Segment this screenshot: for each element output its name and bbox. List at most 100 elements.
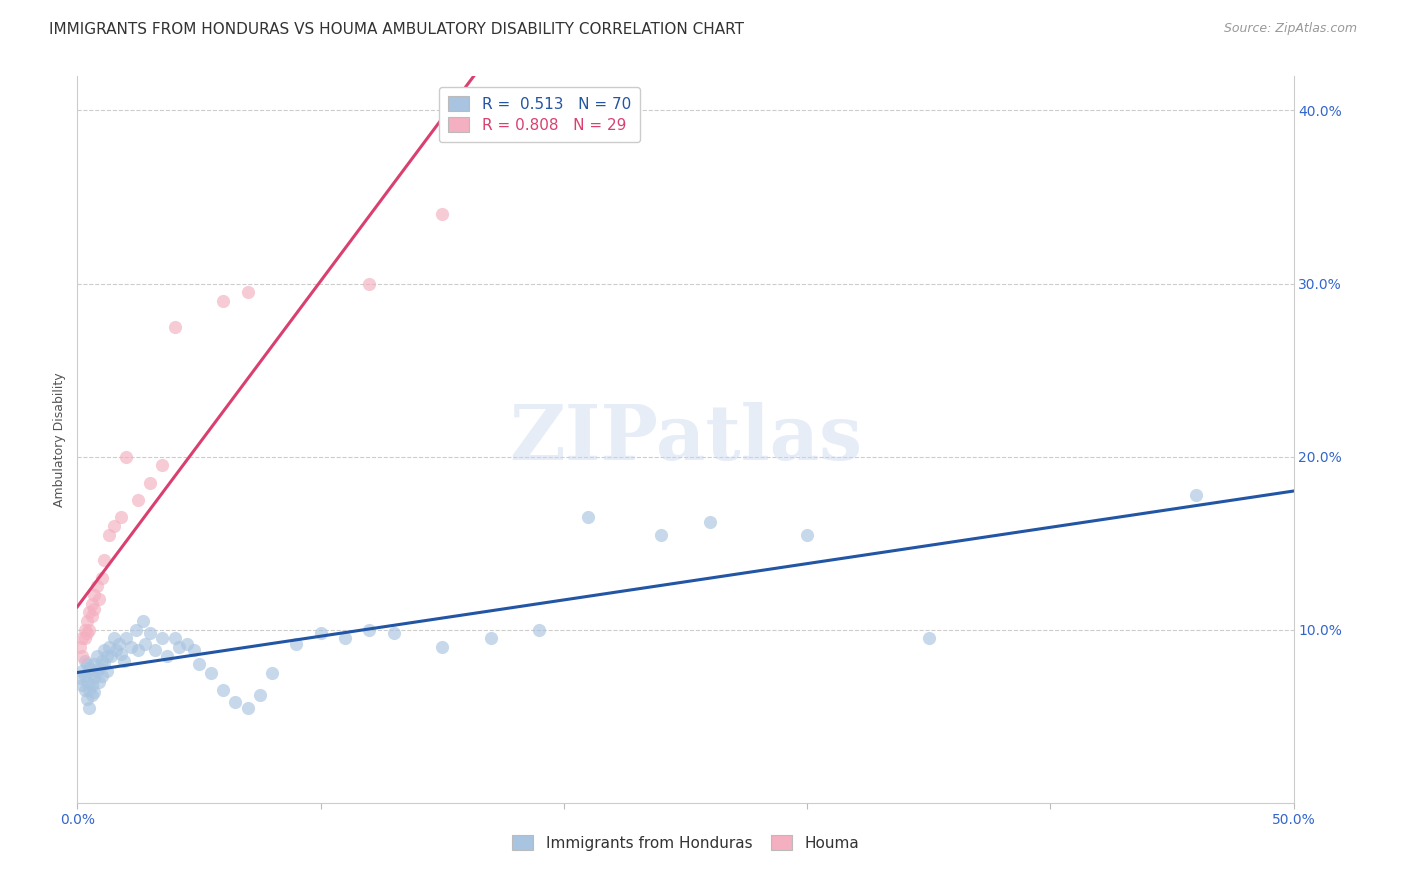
Point <box>90 571 112 585</box>
Text: IMMIGRANTS FROM HONDURAS VS HOUMA AMBULATORY DISABILITY CORRELATION CHART: IMMIGRANTS FROM HONDURAS VS HOUMA AMBULA… <box>49 22 744 37</box>
Point <box>212 293 235 308</box>
Point <box>79 700 101 714</box>
Point <box>249 689 271 703</box>
Legend: Immigrants from Honduras, Houma: Immigrants from Honduras, Houma <box>506 830 865 857</box>
Point <box>80 689 103 703</box>
Point <box>89 591 111 606</box>
Point <box>285 636 308 650</box>
Point <box>260 665 283 680</box>
Y-axis label: Ambulatory Disability: Ambulatory Disability <box>53 372 66 507</box>
Point <box>359 623 381 637</box>
Point <box>183 643 205 657</box>
Point <box>152 458 174 473</box>
Point <box>115 632 138 646</box>
Point <box>110 647 132 661</box>
Point <box>86 648 108 663</box>
Point <box>152 632 174 646</box>
Point <box>90 669 112 683</box>
Point <box>169 640 191 654</box>
Point <box>76 626 98 640</box>
Point <box>69 640 91 654</box>
Point <box>112 654 135 668</box>
Point <box>80 597 103 611</box>
Point <box>156 648 179 663</box>
Point <box>430 640 453 654</box>
Point <box>76 674 98 689</box>
Point <box>80 678 103 692</box>
Point <box>529 623 551 637</box>
Point <box>125 623 148 637</box>
Point <box>73 683 96 698</box>
Point <box>76 614 98 628</box>
Point <box>80 608 103 623</box>
Point <box>176 636 198 650</box>
Point <box>83 657 105 672</box>
Point <box>93 643 115 657</box>
Point <box>430 207 453 221</box>
Point <box>212 683 235 698</box>
Point <box>309 626 332 640</box>
Point <box>83 602 105 616</box>
Point <box>699 516 721 530</box>
Point <box>79 661 101 675</box>
Point <box>163 319 186 334</box>
Point <box>73 669 96 683</box>
Text: Source: ZipAtlas.com: Source: ZipAtlas.com <box>1223 22 1357 36</box>
Point <box>70 678 93 692</box>
Point <box>83 588 105 602</box>
Point <box>139 475 162 490</box>
Point <box>382 626 405 640</box>
Point <box>93 553 115 567</box>
Point <box>73 632 96 646</box>
Point <box>100 648 122 663</box>
Point <box>90 654 112 668</box>
Point <box>163 632 186 646</box>
Point <box>188 657 211 672</box>
Point <box>70 632 93 646</box>
Point <box>127 492 149 507</box>
Point <box>73 654 96 668</box>
Point <box>76 657 98 672</box>
Point <box>70 665 93 679</box>
Point <box>115 450 138 464</box>
Point <box>236 285 259 300</box>
Point <box>86 665 108 679</box>
Point <box>107 636 129 650</box>
Point <box>103 519 125 533</box>
Point <box>83 671 105 685</box>
Point <box>79 606 101 620</box>
Point <box>132 614 155 628</box>
Point <box>359 277 381 291</box>
Point <box>143 643 166 657</box>
Point <box>93 657 115 672</box>
Point <box>200 665 222 680</box>
Point <box>796 527 818 541</box>
Point <box>79 623 101 637</box>
Point <box>83 685 105 699</box>
Point <box>89 674 111 689</box>
Point <box>105 643 128 657</box>
Point <box>96 665 118 679</box>
Point <box>120 640 142 654</box>
Point <box>236 700 259 714</box>
Point <box>576 510 599 524</box>
Point <box>224 695 246 709</box>
Point <box>1185 488 1208 502</box>
Point <box>70 648 93 663</box>
Point <box>103 632 125 646</box>
Point <box>134 636 156 650</box>
Point <box>97 527 120 541</box>
Point <box>97 640 120 654</box>
Point <box>479 632 502 646</box>
Point <box>96 648 118 663</box>
Point <box>76 692 98 706</box>
Point <box>918 632 941 646</box>
Point <box>89 661 111 675</box>
Point <box>86 579 108 593</box>
Point <box>650 527 672 541</box>
Text: ZIPatlas: ZIPatlas <box>509 402 862 476</box>
Point <box>69 671 91 685</box>
Point <box>79 683 101 698</box>
Point <box>333 632 356 646</box>
Point <box>110 510 132 524</box>
